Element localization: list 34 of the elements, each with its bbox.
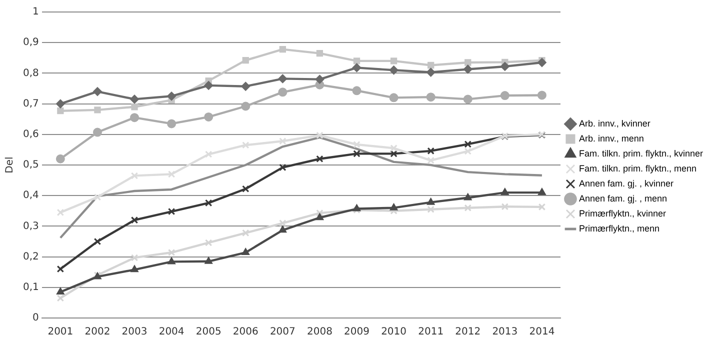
y-tick-label: 1 — [32, 6, 39, 18]
x-tick-label: 2014 — [529, 326, 555, 338]
x-tick-label: 2002 — [84, 326, 110, 338]
legend-label: Fam. tilkn. prim. flyktn., kvinner — [578, 148, 704, 158]
x-tick-label: 2004 — [158, 326, 184, 338]
legend-label: Annen fam. gj. , kvinner — [578, 178, 674, 188]
x-tick-label: 2006 — [232, 326, 258, 338]
legend-label: Fam. tilkn. prim. flyktn., menn — [578, 163, 697, 174]
legend-label: Annen fam. gj. , menn — [578, 193, 668, 204]
y-axis-title: Del — [4, 156, 16, 174]
y-tick-label: 0,6 — [22, 128, 39, 140]
y-tick-label: 0,2 — [22, 251, 39, 262]
x-tick-label: 2007 — [270, 326, 296, 338]
x-tick-label: 2005 — [196, 326, 222, 338]
x-tick-label: 2001 — [48, 326, 74, 338]
x-tick-label: 2012 — [455, 326, 481, 338]
y-tick-label: 0,3 — [22, 220, 39, 232]
x-tick-label: 2010 — [381, 326, 407, 338]
y-tick-label: 0,9 — [22, 37, 39, 48]
legend-label: Primærflyktn., kvinner — [578, 208, 666, 218]
y-tick-label: 0,7 — [22, 98, 39, 110]
legend-label: Primærflyktn., menn — [578, 223, 660, 234]
y-tick-label: 0,5 — [22, 160, 39, 171]
y-tick-label: 0,1 — [22, 282, 39, 293]
x-tick-label: 2013 — [492, 326, 518, 338]
y-tick-label: 0,8 — [22, 68, 39, 79]
x-tick-label: 2003 — [122, 326, 148, 338]
x-tick-label: 2008 — [306, 326, 332, 338]
x-tick-label: 2009 — [344, 326, 370, 338]
legend-label: Arb. innv., kvinner — [578, 118, 650, 128]
legend-label: Arb. innv., menn — [578, 133, 644, 144]
x-tick-label: 2011 — [418, 326, 444, 338]
y-tick-label: 0,4 — [22, 190, 39, 202]
y-tick-label: 0 — [32, 312, 39, 324]
